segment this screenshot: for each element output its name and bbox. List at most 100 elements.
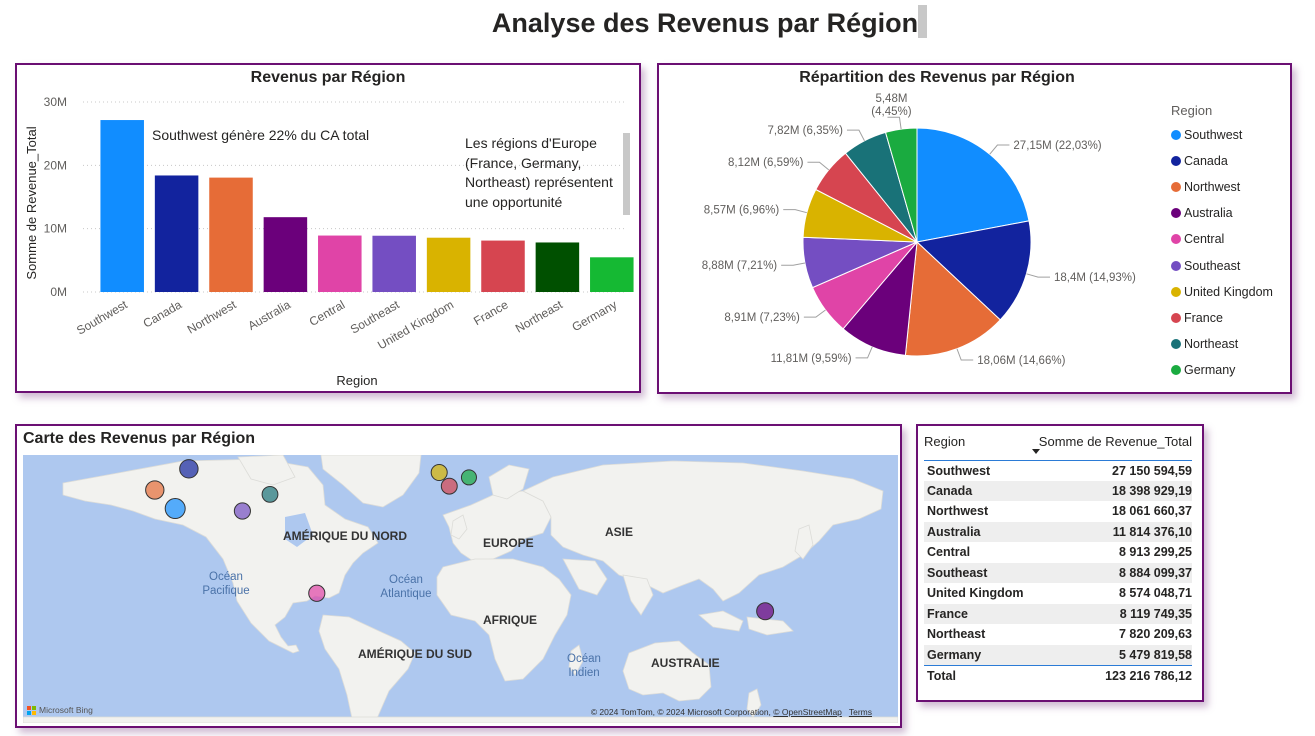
pie-slice-germany[interactable] bbox=[884, 127, 918, 243]
bar-united-kingdom[interactable] bbox=[426, 237, 471, 292]
cell-revenue: 7 820 209,63 bbox=[1119, 627, 1192, 642]
map-bubble-united-kingdom[interactable] bbox=[430, 463, 448, 482]
map-bubble-northeast[interactable] bbox=[261, 485, 279, 503]
pie-chart-visual[interactable]: Répartition des Revenus par Région 27,15… bbox=[657, 63, 1292, 394]
pie-chart-svg: 27,15M (22,03%) 18,4M (14,93%) 18,06M (14,… bbox=[702, 93, 1136, 367]
map-canvas[interactable]: AMÉRIQUE DU NORD EUROPE ASIE AFRIQUE AMÉ… bbox=[23, 455, 898, 723]
legend-item-germany[interactable]: Germany bbox=[1171, 357, 1273, 383]
terms-link[interactable]: Terms bbox=[848, 707, 872, 717]
table-row[interactable]: Northeast 7 820 209,63 bbox=[924, 624, 1192, 645]
x-tick-label: Northwest bbox=[185, 297, 239, 336]
pie-data-label: 8,91M (7,23%) bbox=[724, 312, 800, 324]
table-visual[interactable]: Region Somme de Revenue_Total Southwest 2… bbox=[916, 424, 1204, 702]
bar-chart-visual[interactable]: Revenus par Région 0M 10M 20M 30M Somme de R… bbox=[15, 63, 641, 393]
bar-southeast[interactable] bbox=[372, 235, 416, 292]
y-tick-label: 20M bbox=[44, 158, 67, 172]
bar-central[interactable] bbox=[318, 235, 362, 292]
pie-data-label: 11,81M (9,59%) bbox=[771, 353, 852, 365]
y-tick-label: 10M bbox=[44, 222, 67, 236]
legend-item-northeast[interactable]: Northeast bbox=[1171, 331, 1273, 357]
label-atlantic-ocean: Océan Atlantique bbox=[380, 574, 432, 600]
annotation-southwest: Southwest génère 22% du CA total bbox=[152, 127, 370, 143]
table-row[interactable]: Central 8 913 299,25 bbox=[924, 542, 1192, 563]
label-europe: EUROPE bbox=[483, 536, 534, 550]
pie-data-label: 7,82M (6,35%) bbox=[768, 125, 844, 137]
annotation-europe: Les régions d'Europe (France, Germany, N… bbox=[465, 135, 613, 210]
map-bubble-northwest[interactable] bbox=[145, 480, 165, 500]
legend-item-southeast[interactable]: Southeast bbox=[1171, 252, 1273, 278]
pie-slice-southwest[interactable] bbox=[916, 127, 1030, 243]
osm-link[interactable]: © OpenStreetMap bbox=[773, 707, 842, 717]
map-visual[interactable]: Carte des Revenus par Région bbox=[15, 424, 902, 728]
legend-marker bbox=[1171, 338, 1181, 349]
legend-item-united-kingdom[interactable]: United Kingdom bbox=[1171, 279, 1273, 305]
map-bubble-southwest[interactable] bbox=[164, 498, 186, 520]
column-header-revenue[interactable]: Somme de Revenue_Total bbox=[1030, 434, 1192, 460]
cell-revenue: 11 814 376,10 bbox=[1112, 524, 1192, 539]
bar-chart-title: Revenus par Région bbox=[250, 69, 406, 86]
label-south-america: AMÉRIQUE DU SUD bbox=[358, 647, 473, 661]
legend-label: Central bbox=[1184, 232, 1225, 247]
column-header-region[interactable]: Region bbox=[924, 434, 966, 449]
cell-revenue: 18 061 660,37 bbox=[1112, 504, 1192, 519]
legend-label: Southwest bbox=[1184, 128, 1243, 143]
table-row[interactable]: Germany 5 479 819,58 bbox=[924, 644, 1192, 665]
table-row[interactable]: United Kingdom 8 574 048,71 bbox=[924, 583, 1192, 604]
legend-label: France bbox=[1184, 310, 1223, 325]
cell-revenue: 8 119 749,35 bbox=[1119, 606, 1192, 621]
map-bubble-france[interactable] bbox=[440, 477, 458, 495]
legend-marker bbox=[1171, 156, 1181, 167]
bar-northeast[interactable] bbox=[535, 242, 580, 292]
legend-marker bbox=[1171, 182, 1181, 193]
label-north-america: AMÉRIQUE DU NORD bbox=[283, 529, 408, 543]
table-row[interactable]: Southeast 8 884 099,37 bbox=[924, 562, 1192, 583]
bar-southwest[interactable] bbox=[100, 120, 144, 292]
bar-canada[interactable] bbox=[154, 175, 199, 292]
x-tick-label: Canada bbox=[141, 297, 185, 330]
sort-descending-icon bbox=[1031, 449, 1040, 454]
pie-leader-line bbox=[956, 348, 974, 361]
legend-marker bbox=[1171, 364, 1181, 375]
table-row[interactable]: France 8 119 749,35 bbox=[924, 603, 1192, 624]
legend-item-australia[interactable]: Australia bbox=[1171, 200, 1273, 226]
pie-slice-canada[interactable] bbox=[915, 220, 1032, 321]
x-tick-label: Southwest bbox=[74, 297, 130, 337]
table-total-row: Total 123 216 786,12 bbox=[924, 665, 1192, 687]
pie-leader-line bbox=[989, 144, 1010, 155]
table-row[interactable]: Southwest 27 150 594,59 bbox=[924, 460, 1192, 481]
map-bubble-australia[interactable] bbox=[756, 602, 775, 621]
bar-france[interactable] bbox=[481, 240, 525, 292]
legend-marker bbox=[1171, 286, 1181, 297]
legend-marker bbox=[1171, 208, 1181, 219]
x-tick-label: France bbox=[471, 297, 511, 328]
pie-slice-northwest[interactable] bbox=[904, 240, 1001, 357]
cell-region: Canada bbox=[927, 483, 973, 498]
legend-item-central[interactable]: Central bbox=[1171, 226, 1273, 252]
map-bubble-canada[interactable] bbox=[179, 459, 199, 479]
x-tick-label: Australia bbox=[245, 297, 293, 333]
bar-germany[interactable] bbox=[590, 257, 634, 292]
pie-data-label: (4,45%) bbox=[871, 106, 911, 118]
legend-item-northwest[interactable]: Northwest bbox=[1171, 174, 1273, 200]
x-tick-label: Germany bbox=[570, 297, 620, 334]
legend-marker bbox=[1171, 312, 1181, 323]
bar-northwest[interactable] bbox=[209, 177, 253, 292]
pie-data-label: 27,15M (22,03%) bbox=[1013, 140, 1101, 152]
table-row[interactable]: Canada 18 398 929,19 bbox=[924, 480, 1192, 501]
legend-label: Germany bbox=[1184, 362, 1236, 377]
table-row[interactable]: Northwest 18 061 660,37 bbox=[924, 501, 1192, 522]
annotation-scrollbar[interactable] bbox=[623, 133, 630, 215]
legend-item-france[interactable]: France bbox=[1171, 305, 1273, 331]
cell-region: United Kingdom bbox=[927, 586, 1024, 601]
map-bubble-southeast[interactable] bbox=[233, 502, 251, 520]
bing-attribution: Microsoft Bing bbox=[27, 705, 93, 715]
map-bubble-central[interactable] bbox=[308, 584, 326, 602]
legend-item-southwest[interactable]: Southwest bbox=[1171, 122, 1273, 148]
legend-item-canada[interactable]: Canada bbox=[1171, 148, 1273, 174]
table-row[interactable]: Australia 11 814 376,10 bbox=[924, 521, 1192, 542]
label-australia: AUSTRALIE bbox=[651, 656, 720, 670]
bar-australia[interactable] bbox=[263, 217, 308, 292]
pie-data-label: 18,06M (14,66%) bbox=[977, 355, 1065, 367]
map-bubble-germany[interactable] bbox=[460, 469, 477, 486]
legend-marker bbox=[1171, 260, 1181, 271]
